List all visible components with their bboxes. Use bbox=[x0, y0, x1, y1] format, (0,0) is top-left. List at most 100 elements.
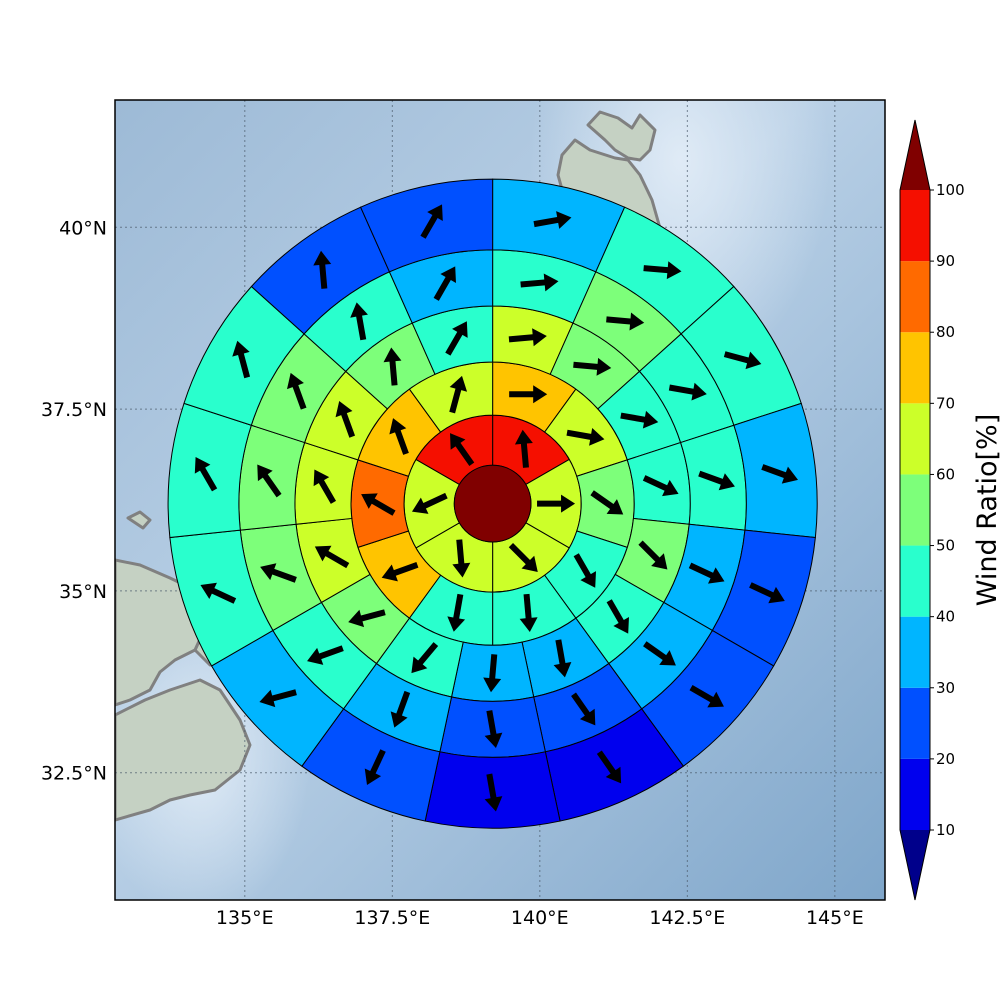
wind-arrow-shape bbox=[381, 561, 419, 582]
colorbar-tick-label: 40 bbox=[936, 608, 955, 626]
wind-arrow-shape bbox=[761, 464, 799, 484]
wind-arrow bbox=[596, 750, 622, 784]
wind-arrow bbox=[361, 493, 396, 516]
wind-arrow bbox=[350, 302, 368, 341]
wind-arrow-shape bbox=[313, 469, 337, 504]
lon-tick-label: 140°E bbox=[511, 907, 569, 929]
lat-tick-label: 32.5°N bbox=[41, 763, 107, 785]
wind-arrow bbox=[411, 492, 448, 514]
wind-arrow bbox=[450, 433, 475, 466]
wind-arrow-shape bbox=[606, 599, 629, 634]
wind-arrow-shape bbox=[389, 418, 409, 455]
wind-arrow bbox=[257, 464, 282, 498]
wind-arrow bbox=[643, 261, 682, 280]
wind-arrow bbox=[620, 410, 659, 429]
wind-arrow-shape bbox=[509, 385, 548, 404]
wind-arrow-shape bbox=[643, 641, 676, 666]
wind-arrow-shape bbox=[447, 593, 466, 632]
wind-arrow bbox=[483, 654, 502, 693]
wind-arrow bbox=[484, 710, 503, 749]
wind-arrow-shape bbox=[553, 639, 572, 678]
wind-arrow bbox=[313, 250, 332, 289]
colorbar-tick-label: 60 bbox=[936, 465, 955, 483]
wind-arrow-shape bbox=[723, 351, 762, 370]
wind-arrow-shape bbox=[642, 475, 679, 497]
wind-arrow bbox=[668, 382, 707, 401]
center-disc bbox=[453, 464, 532, 543]
colorbar-level bbox=[900, 190, 930, 262]
lon-tick-label: 145°E bbox=[806, 907, 864, 929]
colorbar-tick-label: 20 bbox=[936, 750, 955, 768]
colorbar-tick-label: 50 bbox=[936, 537, 955, 555]
lat-tick-label: 37.5°N bbox=[41, 399, 107, 421]
lon-tick-label: 137.5°E bbox=[354, 907, 430, 929]
ring-sector bbox=[238, 424, 306, 531]
colorbar-level bbox=[900, 758, 930, 830]
wind-arrow-shape bbox=[383, 347, 402, 386]
wind-arrow-shape bbox=[573, 357, 612, 376]
wind-arrow-shape bbox=[508, 328, 547, 347]
wind-arrow-shape bbox=[533, 211, 572, 229]
wind-arrow-shape bbox=[520, 273, 559, 292]
colorbar-tick-label: 10 bbox=[936, 821, 955, 839]
wind-arrow bbox=[688, 562, 725, 584]
wind-arrow bbox=[509, 385, 548, 404]
colorbar-tick-label: 90 bbox=[936, 252, 955, 270]
wind-arrow-shape bbox=[449, 375, 468, 414]
wind-arrow bbox=[508, 543, 538, 573]
wind-arrow bbox=[484, 773, 503, 812]
wind-arrow bbox=[533, 211, 572, 229]
wind-arrow bbox=[519, 593, 538, 632]
wind-arrow bbox=[749, 582, 785, 604]
ring-sector bbox=[167, 402, 252, 539]
wind-arrow bbox=[390, 690, 411, 728]
wind-arrow-shape bbox=[508, 543, 538, 573]
wind-arrow bbox=[411, 642, 439, 674]
wind-arrow bbox=[445, 321, 468, 356]
wind-arrow-shape bbox=[390, 690, 411, 728]
wind-arrow bbox=[606, 312, 645, 331]
wind-arrow-shape bbox=[749, 582, 785, 604]
colorbar-level bbox=[900, 332, 930, 404]
wind-arrow bbox=[537, 494, 576, 513]
wind-arrow bbox=[381, 561, 419, 582]
wind-arrows bbox=[194, 204, 799, 812]
wind-arrow-shape bbox=[590, 490, 624, 515]
wind-arrow-shape bbox=[484, 773, 503, 812]
wind-arrow-shape bbox=[537, 494, 576, 513]
wind-arrow bbox=[447, 593, 466, 632]
wind-arrow-shape bbox=[307, 645, 344, 665]
wind-arrow bbox=[452, 539, 471, 578]
wind-arrow bbox=[194, 456, 218, 492]
wind-arrow bbox=[449, 375, 468, 414]
lon-tick-label: 135°E bbox=[216, 907, 274, 929]
colorbar-title: Wind Ratio[%] bbox=[972, 414, 1000, 606]
wind-arrow bbox=[573, 357, 612, 376]
wind-arrow bbox=[761, 464, 799, 484]
wind-arrow-shape bbox=[606, 312, 645, 331]
colorbar-level bbox=[900, 687, 930, 759]
wind-arrow bbox=[723, 351, 762, 370]
wind-arrow bbox=[520, 273, 559, 292]
wind-arrow-shape bbox=[689, 684, 724, 708]
lat-tick-labels: 40°N 37.5°N 35°N 32.5°N bbox=[41, 217, 107, 784]
wind-arrow bbox=[260, 563, 297, 583]
wind-arrow bbox=[348, 609, 386, 628]
wind-arrow bbox=[287, 372, 307, 410]
land-hokkaido bbox=[586, 110, 657, 162]
lat-tick-label: 40°N bbox=[59, 217, 107, 239]
lon-tick-label: 142.5°E bbox=[649, 907, 725, 929]
wind-arrow-shape bbox=[596, 750, 622, 784]
wind-arrow bbox=[433, 266, 456, 301]
wind-arrow-shape bbox=[638, 540, 668, 570]
wind-arrow-shape bbox=[573, 553, 597, 588]
land-shikoku bbox=[115, 678, 252, 822]
wind-arrow-shape bbox=[200, 582, 237, 604]
colorbar-tick-label: 80 bbox=[936, 323, 955, 341]
wind-arrow bbox=[232, 340, 251, 379]
wind-arrow-shape bbox=[519, 593, 538, 632]
wind-arrow bbox=[571, 692, 596, 726]
wind-arrow bbox=[698, 470, 735, 491]
wind-arrow bbox=[313, 469, 337, 504]
